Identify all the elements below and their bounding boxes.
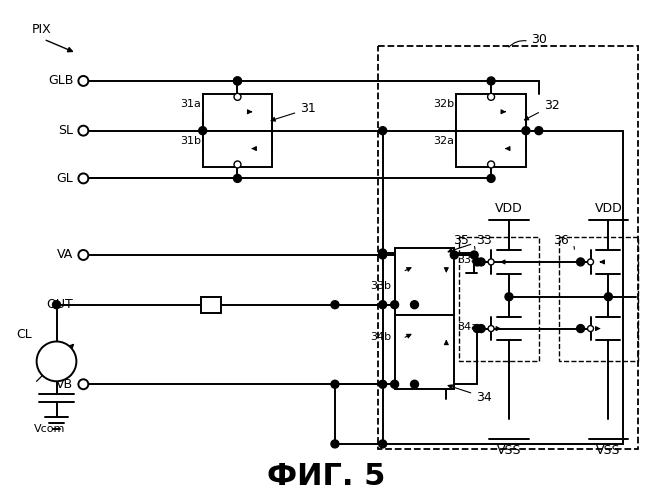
Circle shape [488,94,495,100]
Bar [201,296,220,312]
Circle shape [411,380,419,388]
Circle shape [37,342,76,382]
Circle shape [78,380,88,389]
Text: 34: 34 [448,385,492,404]
Circle shape [234,94,241,100]
Text: VDD: VDD [495,202,523,214]
Circle shape [535,126,542,134]
Circle shape [379,249,387,257]
Text: VSS: VSS [596,444,621,458]
Text: 35: 35 [453,234,469,246]
Circle shape [470,251,478,259]
Bar [394,314,454,389]
Bar [456,130,526,168]
Circle shape [576,324,585,332]
Circle shape [488,259,494,265]
Circle shape [53,300,61,308]
Bar [456,94,526,130]
Text: VSS: VSS [497,444,521,458]
Circle shape [379,300,387,308]
Text: PIX: PIX [32,22,52,36]
Bar [203,94,273,130]
Circle shape [488,326,494,332]
Text: VDD: VDD [595,202,622,214]
Text: 32: 32 [524,100,559,120]
Circle shape [487,77,495,85]
Bar [394,248,454,314]
Bar [559,237,638,362]
Circle shape [477,324,485,332]
Text: 36: 36 [553,234,569,246]
Text: 30: 30 [531,32,547,46]
Text: 32b: 32b [433,99,454,109]
Circle shape [505,293,513,300]
Text: 31: 31 [271,102,316,121]
Text: 34b: 34b [370,332,392,342]
Circle shape [78,76,88,86]
Circle shape [488,161,495,168]
Circle shape [78,250,88,260]
Text: 32a: 32a [434,136,454,145]
Text: 34a: 34a [457,322,479,332]
Circle shape [78,126,88,136]
Circle shape [78,174,88,184]
Circle shape [233,77,241,85]
Circle shape [331,440,339,448]
Circle shape [477,258,485,266]
Circle shape [451,251,458,259]
Bar [459,237,539,362]
Text: 31a: 31a [180,99,201,109]
Circle shape [391,300,398,308]
Text: 31b: 31b [180,136,201,145]
Circle shape [487,174,495,182]
Circle shape [331,380,339,388]
Circle shape [411,300,419,308]
Circle shape [379,251,387,259]
Text: SL: SL [59,124,74,137]
Circle shape [473,258,481,266]
Circle shape [604,293,612,300]
Circle shape [587,259,593,265]
Text: Vcom: Vcom [34,424,65,434]
Text: GLB: GLB [48,74,74,88]
Text: ФИГ. 5: ФИГ. 5 [267,462,385,491]
Text: 33a: 33a [457,255,478,265]
Text: VB: VB [56,378,74,391]
Text: VA: VA [57,248,74,262]
Circle shape [576,258,585,266]
Circle shape [234,161,241,168]
Text: GL: GL [57,172,74,185]
Circle shape [473,324,481,332]
Bar [378,46,638,449]
Text: CL: CL [16,328,32,341]
Circle shape [379,440,387,448]
Circle shape [391,380,398,388]
Circle shape [199,126,207,134]
Circle shape [233,77,241,85]
Circle shape [379,380,387,388]
Bar [203,130,273,168]
Circle shape [587,326,593,332]
Text: 33: 33 [448,234,492,252]
Circle shape [522,126,530,134]
Circle shape [233,174,241,182]
Text: OUT: OUT [47,298,74,311]
Text: 33b: 33b [370,281,392,291]
Circle shape [379,126,387,134]
Circle shape [331,300,339,308]
